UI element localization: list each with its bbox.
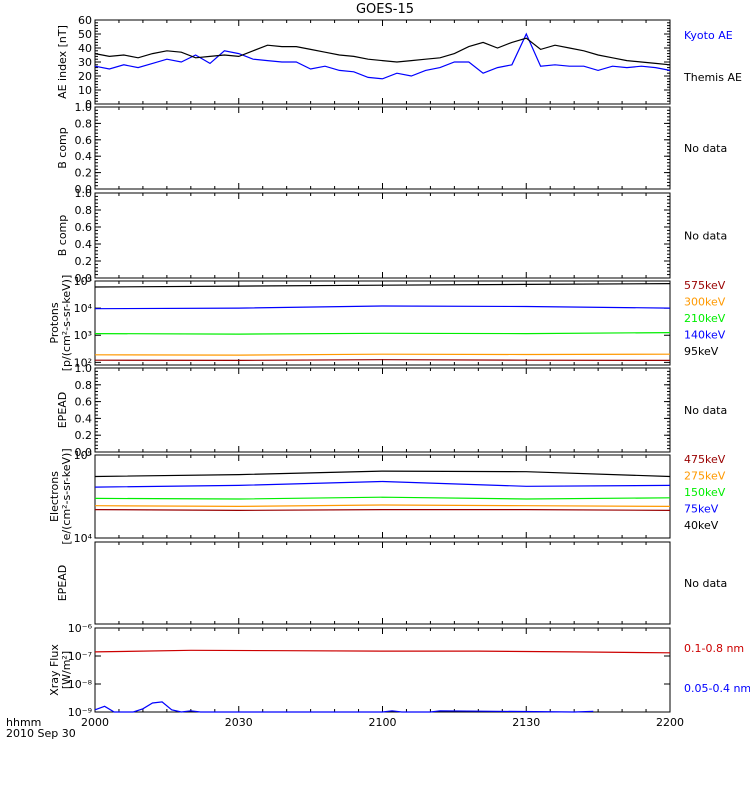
panel-frame-3 [94,192,671,279]
ytick-label: 0.8 [75,379,93,392]
ytick-label: 10⁴ [74,302,93,315]
time-tick-label: 2100 [369,716,397,729]
y-axis-unit: [e/(cm²-s-sr-keV)] [60,448,73,544]
panel-frame-6 [94,454,671,539]
ytick-label: 0.4 [75,238,93,251]
ytick-label: 10⁻⁷ [68,650,92,663]
figure-title: GOES-15 [356,2,414,17]
ytick-label: 10⁵ [74,449,92,462]
ytick-label: 10³ [74,329,92,342]
series-line-275kev [94,504,671,508]
legend-entry: Themis AE [683,71,742,84]
series-line-95kev [94,283,671,288]
ytick-label: 10² [74,356,92,369]
ytick-label: 0.8 [75,204,93,217]
legend-entry: 140keV [684,329,726,342]
ytick-label: 0.0 [75,446,93,459]
series-line-300kev [94,353,671,356]
legend-entry: 75keV [684,503,719,516]
panel-frame-2 [94,106,671,190]
legend-entry: 0.1-0.8 nm [684,642,744,655]
no-data-label: No data [684,142,727,155]
date-label: 2010 Sep 30 [6,727,76,740]
panel-frame-4 [94,280,671,366]
legend-entry: 40keV [684,519,719,532]
y-axis-label: EPEAD [56,392,69,429]
y-axis-label: B comp [56,215,69,257]
ytick-label: 50 [78,28,92,41]
series-line-0-1-0-8-nm [94,649,671,654]
ytick-label: 10⁻⁶ [68,622,93,635]
ytick-label: 10⁵ [74,275,92,288]
ytick-label: 0.6 [75,134,93,147]
legend-entry: Kyoto AE [684,29,733,42]
series-line-0-05-0-4-nm [94,701,594,713]
legend-entry: 210keV [684,312,726,325]
y-axis-label: AE index [nT] [56,25,69,99]
time-tick-label: 2030 [225,716,253,729]
y-axis-label: Protons [48,302,61,343]
ytick-label: 1.0 [75,187,93,200]
panel-frame-5 [94,367,671,453]
y-axis-label: EPEAD [56,565,69,602]
y-axis-label: B comp [56,127,69,169]
ytick-label: 10⁻⁹ [68,706,92,719]
no-data-label: No data [684,577,727,590]
legend-entry: 575keV [684,279,726,292]
ytick-label: 60 [78,14,92,27]
ytick-label: 0.8 [75,117,93,130]
ytick-label: 0.2 [75,429,93,442]
ytick-label: 0 [85,98,92,111]
ytick-label: 30 [78,56,92,69]
ytick-label: 0.6 [75,396,93,409]
ytick-label: 0.0 [75,183,93,196]
legend-entry: 275keV [684,470,726,483]
series-line-575kev [94,359,671,361]
ytick-label: 10⁴ [74,532,93,545]
panel-frame-8 [94,627,671,713]
time-tick-label: 2000 [81,716,109,729]
no-data-label: No data [684,404,727,417]
ytick-label: 0.6 [75,221,93,234]
panel-frame-7 [94,541,671,625]
y-axis-unit: [W/m²] [60,651,73,689]
time-tick-label: 2200 [656,716,684,729]
series-line-210kev [94,332,671,335]
time-format-label: hhmm [6,716,41,729]
series-line-150kev [94,496,671,500]
ytick-label: 0.0 [75,272,93,285]
y-axis-label: Electrons [48,471,61,522]
ytick-label: 10 [78,84,92,97]
ytick-label: 0.2 [75,167,93,180]
series-line-140kev [94,305,671,310]
ytick-label: 10⁻⁸ [68,678,93,691]
legend-entry: 475keV [684,453,726,466]
ytick-label: 0.4 [75,150,93,163]
legend-entry: 95keV [684,345,719,358]
legend-entry: 150keV [684,486,726,499]
series-line-75kev [94,480,671,488]
series-line-themis-ae [94,37,671,66]
no-data-label: No data [684,230,727,243]
series-line-40kev [94,470,671,478]
y-axis-label: Xray Flux [48,644,61,696]
legend-entry: 300keV [684,296,726,309]
ytick-label: 0.4 [75,412,93,425]
ytick-label: 0.2 [75,255,93,268]
ytick-label: 1.0 [75,101,93,114]
series-line-kyoto-ae [94,32,671,80]
ytick-label: 40 [78,42,92,55]
time-tick-label: 2130 [512,716,540,729]
ytick-label: 20 [78,70,92,83]
y-axis-unit: [p/(cm²-s-sr-keV)] [60,275,73,372]
legend-entry: 0.05-0.4 nm [684,682,750,695]
ytick-label: 1.0 [75,362,93,375]
series-line-475kev [94,509,671,512]
